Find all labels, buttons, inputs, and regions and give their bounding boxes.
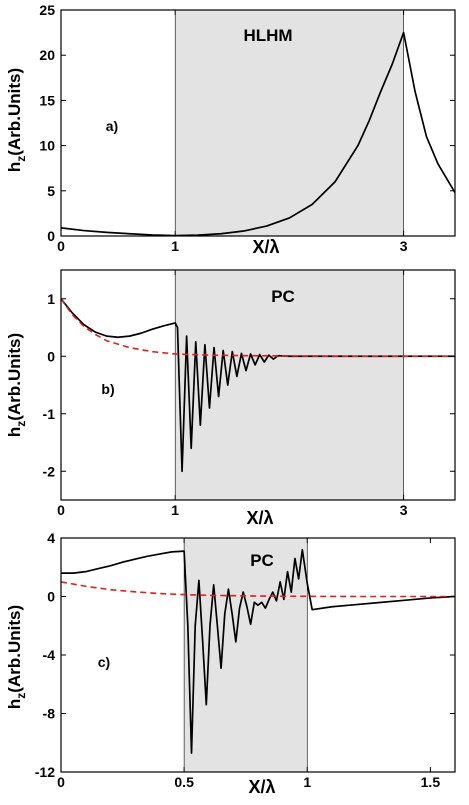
y-axis-label: hz(Arb.Units) (5, 68, 28, 172)
region-label: PC (271, 287, 295, 306)
x-tick-label: 0 (57, 502, 65, 518)
y-tick-label: 4 (47, 530, 55, 546)
x-tick-label: 0 (57, 238, 65, 254)
panel-label: b) (101, 381, 114, 397)
series-line-solid (61, 548, 455, 754)
y-axis-label-main: h (5, 162, 24, 172)
x-tick-label: 3 (400, 502, 408, 518)
series-line-dashed (61, 298, 455, 358)
panel-label: a) (106, 118, 118, 134)
shaded-region (174, 269, 404, 501)
y-axis-label-units: (Arb.Units) (5, 333, 24, 421)
y-axis-label: hz(Arb.Units) (5, 605, 28, 709)
y-tick-label: 5 (47, 183, 55, 199)
y-axis-label-main: h (5, 699, 24, 709)
y-axis-label-subscript: z (14, 693, 28, 699)
y-axis-label-main: h (5, 427, 24, 437)
y-tick-label: -8 (43, 706, 56, 722)
x-axis-label: X/λ (246, 508, 273, 528)
y-tick-label: 20 (39, 47, 55, 63)
y-tick-label: 1 (47, 291, 55, 307)
y-tick-label: 15 (39, 92, 55, 108)
y-tick-label: -2 (43, 463, 56, 479)
region-label: PC (250, 551, 274, 570)
panel-b: 0 1 3 -2 -1 0 1 PC b) X/λ hz(Arb.Units) (5, 269, 456, 528)
panel-c: 0 0.5 1 1.5 -12 -8 -4 0 4 PC c) X/λ hz(Arb.Units) (5, 530, 456, 797)
panel-a: 0 1 3 0 5 10 15 20 25 HLHM a) X/λ hz(Arb.Units) (5, 2, 456, 257)
plot-frame (60, 269, 456, 501)
y-axis-label: hz(Arb.Units) (5, 333, 28, 437)
y-tick-label: -4 (43, 647, 56, 663)
y-tick-label: 0 (47, 348, 55, 364)
y-tick-label: -12 (35, 764, 55, 780)
y-tick-label: 25 (39, 2, 55, 18)
y-tick-label: 0 (47, 228, 55, 244)
series-line-solid (61, 298, 455, 473)
x-axis-label: X/λ (252, 237, 279, 257)
y-tick-label: -1 (43, 406, 56, 422)
plot-frame (60, 9, 456, 237)
y-axis-label-units: (Arb.Units) (5, 68, 24, 156)
x-tick-label: 0 (57, 774, 65, 790)
y-axis-label-subscript: z (14, 421, 28, 427)
x-tick-label: 0.5 (174, 774, 194, 790)
x-tick-label: 1 (171, 502, 179, 518)
x-tick-label: 1 (303, 774, 311, 790)
y-axis-label-subscript: z (14, 156, 28, 162)
y-axis-label-units: (Arb.Units) (5, 605, 24, 693)
x-tick-label: 1.5 (421, 774, 441, 790)
series-line-solid (61, 31, 455, 236)
x-tick-label: 3 (400, 238, 408, 254)
x-tick-label: 1 (171, 238, 179, 254)
panel-label: c) (98, 654, 110, 670)
region-label: HLHM (243, 26, 292, 45)
x-axis-label: X/λ (248, 777, 275, 797)
y-tick-label: 0 (47, 589, 55, 605)
series-line-dashed (61, 581, 455, 598)
shaded-region (174, 9, 404, 237)
y-tick-label: 10 (39, 138, 55, 154)
